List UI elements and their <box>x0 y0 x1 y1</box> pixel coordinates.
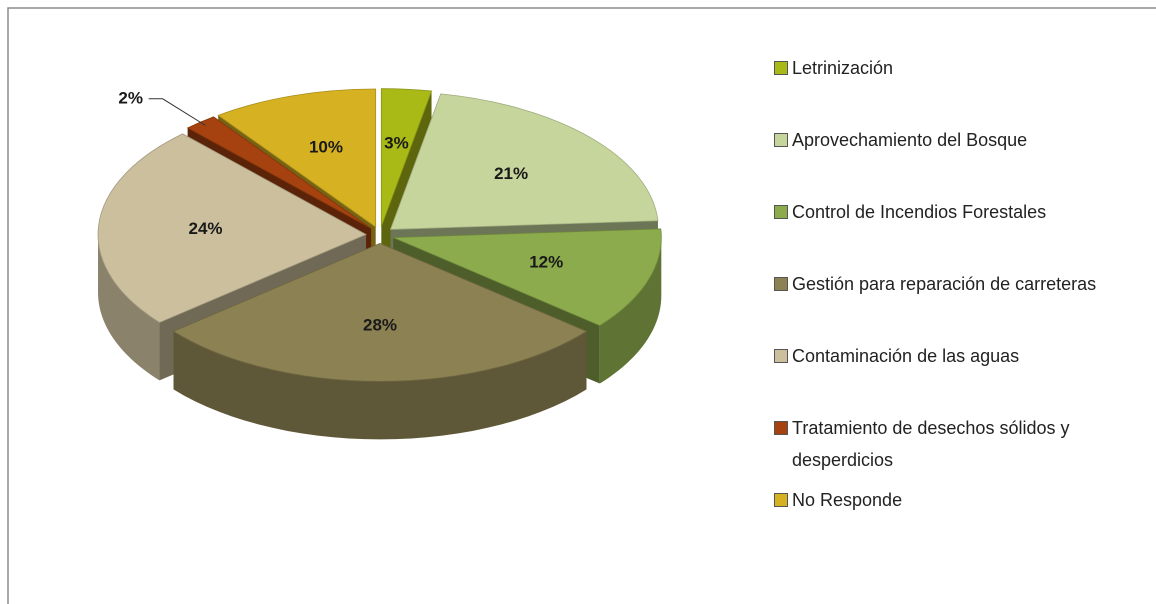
slice-label: 3% <box>384 134 409 153</box>
legend-item: Tratamiento de desechos sólidos y desper… <box>774 412 1156 476</box>
legend-swatch <box>774 133 788 147</box>
legend-label: Contaminación de las aguas <box>792 346 1020 366</box>
slice <box>393 228 662 327</box>
legend-swatch <box>774 277 788 291</box>
legend-label: No Responde <box>792 490 903 510</box>
legend-item: Control de Incendios Forestales <box>774 196 1156 228</box>
leader-line <box>148 98 206 126</box>
legend-item: Gestión para reparación de carreteras <box>774 268 1156 300</box>
slice-label: 28% <box>363 316 397 335</box>
legend-swatch <box>774 421 788 435</box>
slice <box>172 242 588 382</box>
legend-swatch <box>774 61 788 75</box>
legend-item: Aprovechamiento del Bosque <box>774 124 1156 156</box>
slice-label: 10% <box>309 138 343 157</box>
legend-label: Control de Incendios Forestales <box>792 202 1047 222</box>
legend-label: Tratamiento de desechos sólidos y desper… <box>792 418 1070 470</box>
slice <box>97 133 367 323</box>
slice <box>217 88 377 228</box>
chart-frame <box>7 7 1156 604</box>
slice-edge <box>98 234 160 381</box>
slice <box>389 93 659 230</box>
legend-item: Letrinización <box>774 52 1156 84</box>
slice-label: 21% <box>494 164 528 183</box>
legend-label: Aprovechamiento del Bosque <box>792 130 1028 150</box>
legend-item: No Responde <box>774 484 1156 516</box>
slice-edge <box>599 237 662 384</box>
slice-edge <box>173 331 587 440</box>
legend-swatch <box>774 349 788 363</box>
legend-label: Gestión para reparación de carreteras <box>792 274 1097 294</box>
slice <box>380 88 433 227</box>
slices <box>97 88 662 382</box>
slice-label: 24% <box>189 219 223 238</box>
legend-swatch <box>774 205 788 219</box>
legend-item: Contaminación de las aguas <box>774 340 1156 372</box>
slice-label: 12% <box>529 253 563 272</box>
legend-label: Letrinización <box>792 58 894 78</box>
legend-swatch <box>774 493 788 507</box>
slice-label: 2% <box>118 88 143 107</box>
